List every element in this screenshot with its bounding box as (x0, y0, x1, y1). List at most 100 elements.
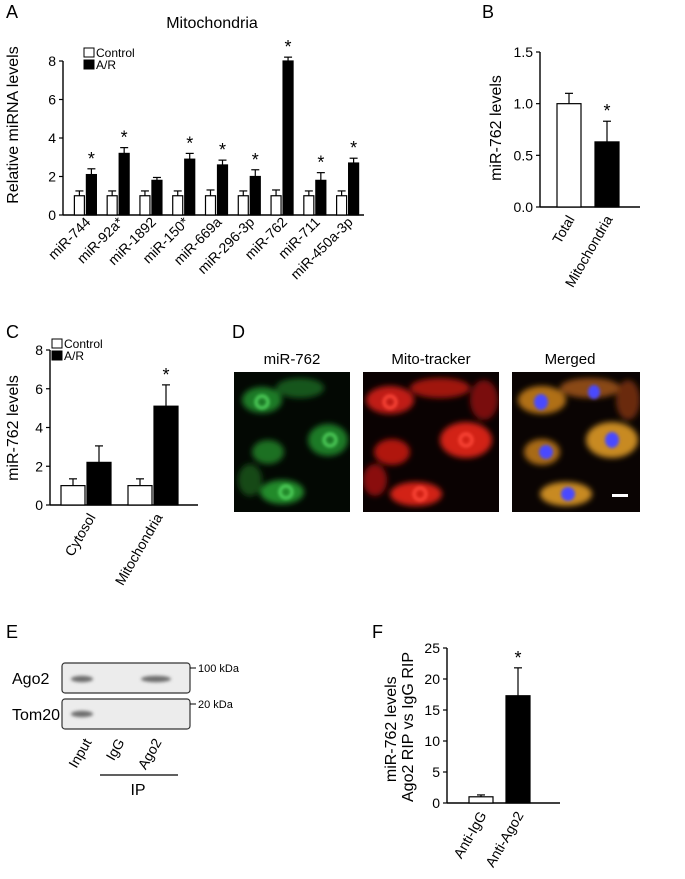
panel-a-control-bar (139, 195, 151, 216)
panel-b-y-tick-label: 0.5 (514, 147, 534, 163)
panel-label-d: D (232, 322, 245, 342)
legend-c-ar-label: A/R (64, 349, 84, 363)
ip-label: IP (130, 782, 145, 799)
micro-title-mir762: miR-762 (264, 351, 321, 368)
panel-b-bar (594, 141, 620, 208)
panel-b-y-tick-label: 1.5 (514, 44, 534, 60)
panel-a-significance-star: * (350, 138, 357, 158)
panel-a-chart: Mitochondria Relative miRNA levels Contr… (5, 15, 364, 282)
panel-c-chart: miR-762 levels Control A/R 0 2 4 6 8 Cytosol *… (5, 337, 198, 588)
panel-c-ylabel: miR-762 levels (5, 375, 22, 481)
panel-a-significance-star: * (88, 149, 95, 169)
panel-a-y-tick-label: 2 (48, 169, 56, 185)
blot-band-ago2-input (71, 675, 93, 683)
panel-c-significance-star: * (162, 365, 169, 385)
panel-d-microscopy: miR-762 Mito-tracker Merged (234, 351, 640, 512)
panel-a-ar-bar (282, 60, 294, 216)
panel-a-significance-star: * (186, 133, 193, 153)
panel-a-title: Mitochondria (166, 15, 258, 32)
panel-f-significance-star: * (514, 648, 521, 668)
panel-a-control-bar (172, 195, 184, 216)
blot-strip-tom20 (61, 698, 191, 730)
panel-a-control-bar (73, 195, 85, 216)
panel-a-ar-bar (216, 164, 229, 216)
legend-control-swatch (83, 47, 95, 58)
blot-band-ago2-ip (141, 675, 171, 683)
panel-a-ar-bar (85, 173, 97, 216)
panel-f-ylabel-line1: miR-762 levels (383, 676, 400, 782)
panel-a-significance-star: * (219, 140, 226, 160)
panel-f-chart: miR-762 levels Ago2 RIP vs IgG RIP 0 5 10 1… (383, 640, 560, 870)
panel-a-ylabel-line: Relative miRNA levels (5, 46, 22, 203)
micro-red-nuclei (382, 394, 474, 502)
panel-e-blot: Ago2 Tom20 100 kDa 20 kDa Input IgG Ago2… (12, 662, 240, 799)
panel-a-control-bar (204, 195, 217, 216)
panel-c-control-bar (127, 485, 153, 506)
micro-merged-nuclei (534, 385, 619, 501)
panel-c-x-tick-label: Mitochondria (112, 510, 166, 588)
micro-red-cells (363, 378, 498, 506)
panel-c-y-tick-label: 8 (35, 342, 43, 358)
panel-f-ylabel: miR-762 levels Ago2 RIP vs IgG RIP (383, 652, 417, 802)
panel-a-control-bar (336, 195, 348, 216)
lane-label-ago2: Ago2 (134, 735, 164, 772)
panel-b-ylabel: miR-762 levels (488, 75, 505, 181)
panel-a-control-bar (303, 195, 315, 216)
panel-f-x-tick-label: Anti-IgG (450, 809, 490, 861)
panel-f-ylabel-line2: Ago2 RIP vs IgG RIP (400, 652, 417, 802)
legend-ar-swatch (83, 59, 95, 70)
panel-b-x-tick-label: Total (549, 213, 578, 247)
panel-f-y-tick-label: 15 (424, 702, 440, 718)
panel-a-ar-bar (184, 158, 196, 216)
micro-title-merged: Merged (545, 351, 596, 368)
panel-a-ylabel: Relative miRNA levels (5, 46, 22, 203)
scale-bar (612, 494, 628, 497)
panel-c-ar-bar (153, 405, 179, 506)
panel-a-y-tick-label: 8 (48, 53, 56, 69)
panel-b-significance-star: * (603, 101, 610, 121)
panel-label-f: F (372, 622, 383, 642)
panel-c-control-bar (60, 485, 86, 506)
panel-a-ar-bar (118, 152, 130, 216)
panel-a-ar-bar (315, 179, 327, 216)
panel-label-a: A (6, 2, 18, 22)
panel-c-ar-bar (86, 461, 112, 506)
legend-c-control-swatch (51, 338, 63, 349)
micro-title-mitotracker: Mito-tracker (391, 351, 470, 368)
panel-c-y-tick-label: 6 (35, 381, 43, 397)
panel-c-y-tick-label: 4 (35, 420, 43, 436)
panel-a-significance-star: * (317, 153, 324, 173)
panel-f-y-tick-label: 0 (432, 795, 440, 811)
panel-b-chart: miR-762 levels 0.00.51.01.5Total*Mitocho… (488, 44, 640, 290)
blot-strip-ago2 (61, 662, 191, 694)
panel-a-ar-bar (348, 162, 360, 216)
panel-c-y-tick-label: 0 (35, 497, 43, 513)
panel-a-y-tick-label: 0 (48, 207, 56, 223)
panel-f-bar (468, 796, 494, 804)
panel-a-significance-star: * (252, 150, 259, 170)
panel-c-y-tick-label: 2 (35, 458, 43, 474)
panel-c-legend: Control A/R (51, 337, 103, 363)
legend-c-control-label: Control (64, 337, 103, 351)
micro-green-nuclei (254, 394, 338, 500)
blot-band-tom20-input (71, 710, 93, 718)
marker-100kda: 100 kDa (198, 663, 240, 675)
panel-f-y-tick-label: 10 (424, 733, 440, 749)
blot-row-label-ago2: Ago2 (12, 671, 49, 688)
panel-a-significance-star: * (121, 128, 128, 148)
blot-row-label-tom20: Tom20 (12, 707, 60, 724)
marker-20kda: 20 kDa (198, 699, 234, 711)
panel-a-control-bar (270, 195, 282, 216)
panel-a-significance-star: * (285, 37, 292, 57)
panel-f-bar (505, 695, 531, 804)
panel-f-y-tick-label: 5 (432, 764, 440, 780)
panel-a-control-bar (237, 195, 249, 216)
panel-a-y-tick-label: 6 (48, 92, 56, 108)
panel-a-ar-bar (151, 179, 163, 216)
panel-f-y-tick-label: 25 (424, 640, 440, 656)
panel-a-ar-bar (249, 175, 261, 216)
panel-label-e: E (6, 622, 18, 642)
panel-b-y-tick-label: 0.0 (514, 199, 534, 215)
panel-b-bar (556, 103, 582, 208)
